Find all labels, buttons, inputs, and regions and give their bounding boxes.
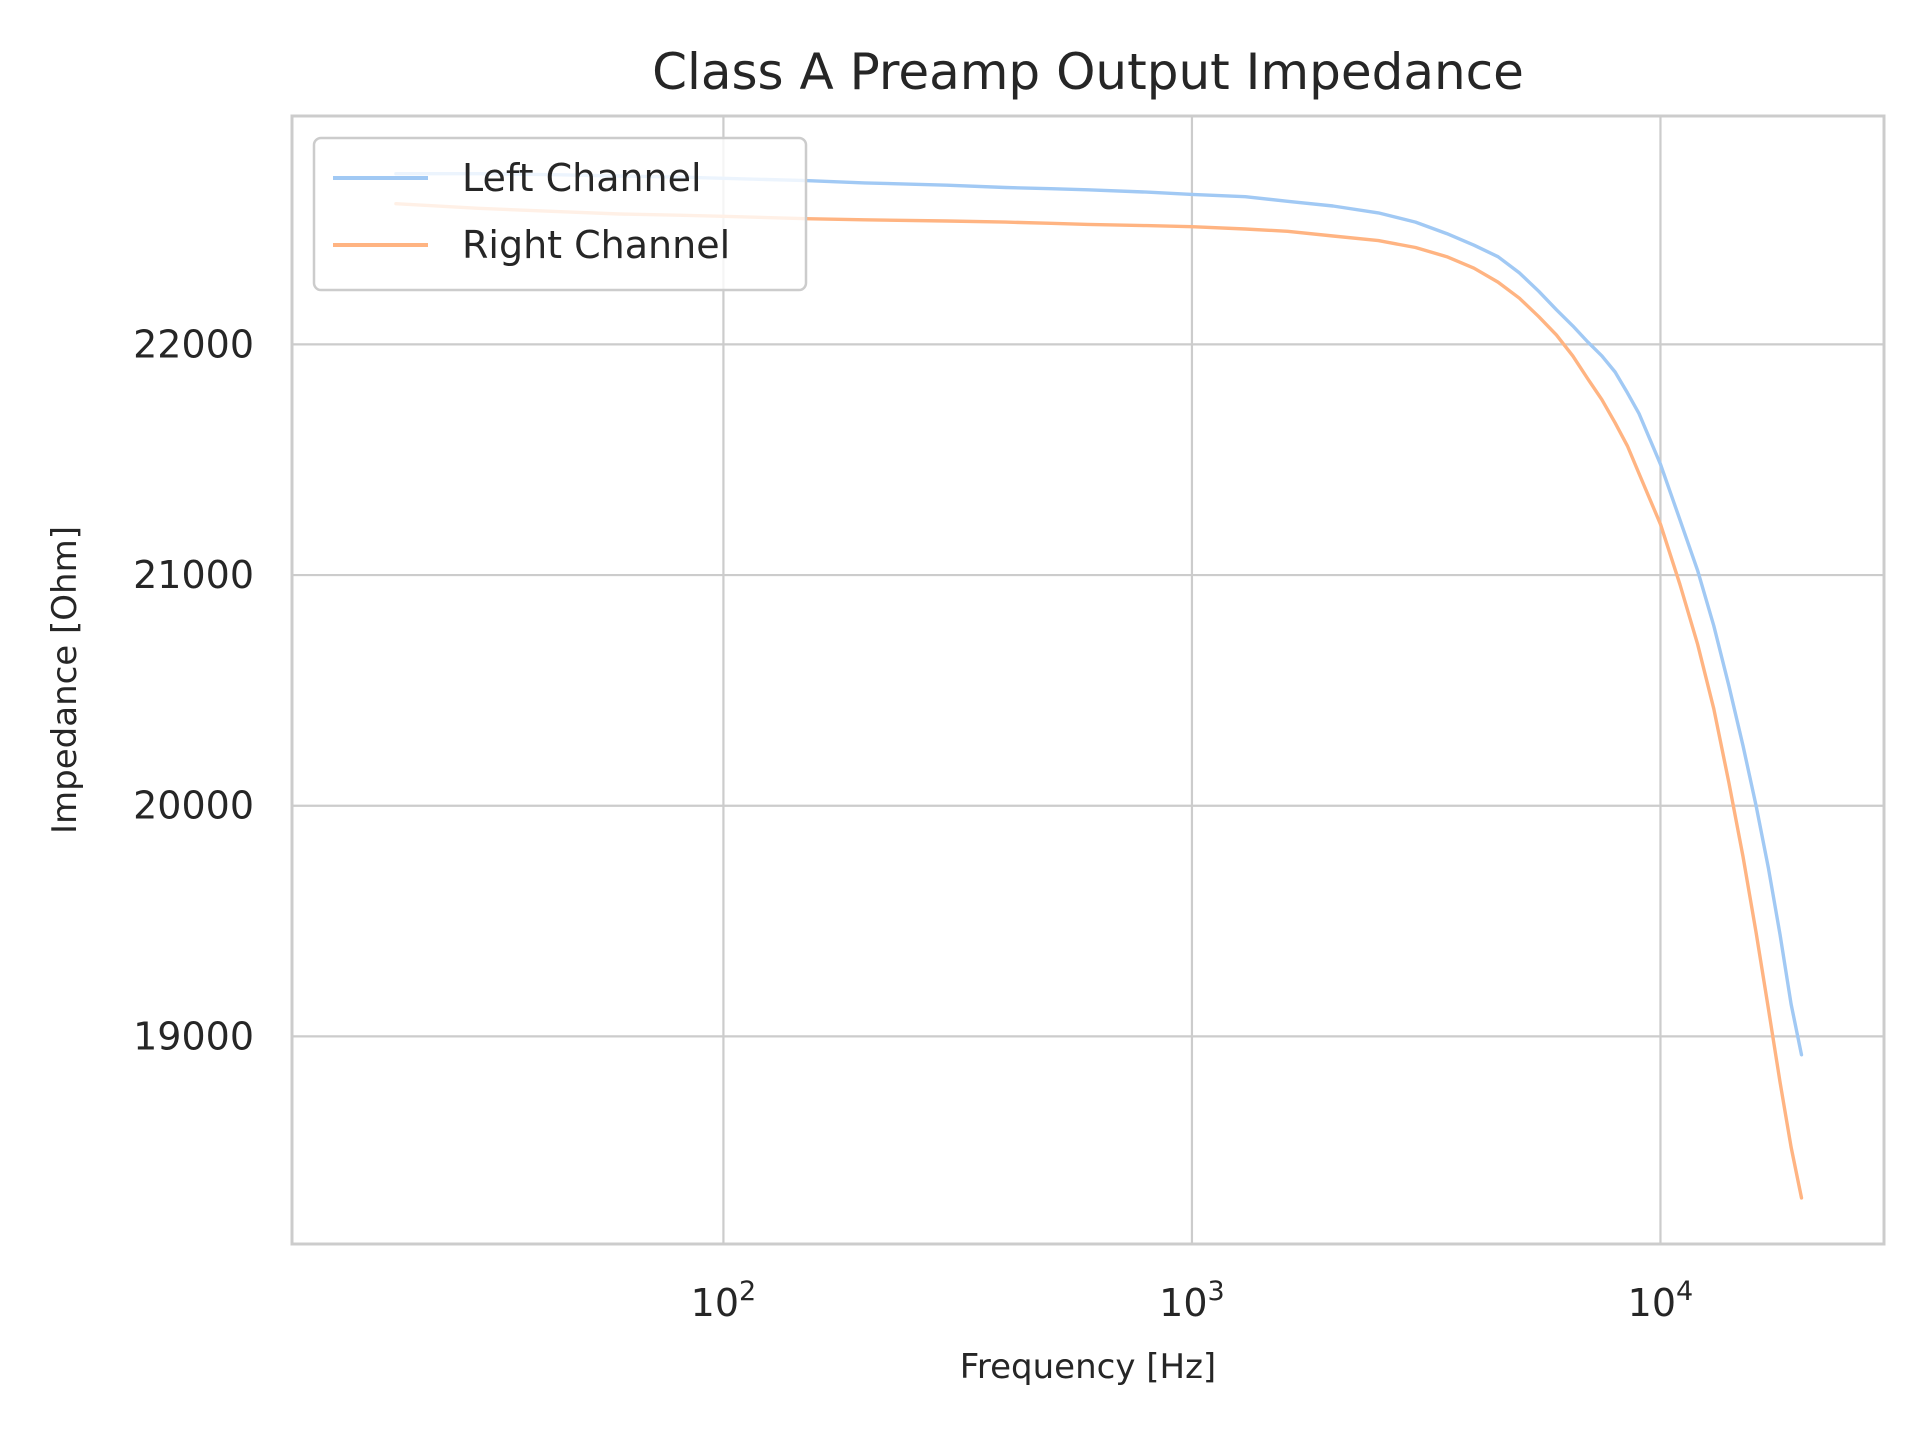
x-tick-label: 103	[1159, 1276, 1225, 1325]
x-axis-ticks: 102 103 104	[691, 1276, 1694, 1325]
x-axis-label: Frequency [Hz]	[960, 1347, 1216, 1387]
legend-label: Right Channel	[462, 223, 730, 267]
legend-items: Left Channel Right Channel	[333, 156, 730, 267]
y-tick-label: 22000	[133, 322, 254, 366]
y-axis-label: Impedance [Ohm]	[45, 526, 85, 834]
legend: Left Channel Right Channel	[312, 136, 808, 292]
plot-area	[290, 114, 1886, 1246]
chart-title: Class A Preamp Output Impedance	[652, 43, 1524, 101]
series-line-left-channel	[394, 171, 1804, 1057]
legend-box	[312, 136, 808, 292]
grid	[292, 116, 1884, 1244]
x-tick-label: 104	[1628, 1276, 1694, 1325]
series-lines	[394, 171, 1804, 1200]
y-tick-label: 21000	[133, 553, 254, 597]
legend-label: Left Channel	[462, 156, 702, 200]
series-line-right-channel	[394, 201, 1804, 1200]
plot-background	[292, 116, 1884, 1244]
x-tick-label: 102	[691, 1276, 757, 1325]
plot-frame	[290, 114, 1886, 1246]
y-axis-ticks: 19000 20000 21000 22000	[133, 322, 254, 1058]
y-tick-label: 19000	[133, 1014, 254, 1058]
y-tick-label: 20000	[133, 784, 254, 828]
